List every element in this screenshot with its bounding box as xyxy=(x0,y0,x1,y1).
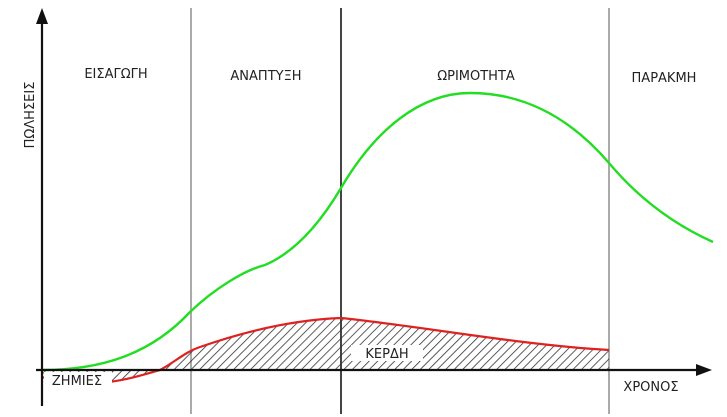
loss-label: ΖΗΜΙΕΣ xyxy=(52,374,102,389)
stage-label-maturity: ΩΡΙΜΟΤΗΤΑ xyxy=(437,69,515,84)
stage-label-introduction: ΕΙΣΑΓΩΓΗ xyxy=(84,67,147,82)
profit-label-bg xyxy=(351,345,423,361)
sales-curve xyxy=(41,91,714,372)
loss-label-bg xyxy=(44,372,112,388)
y-axis-arrow xyxy=(36,8,48,24)
profit-label: ΚΕΡΔΗ xyxy=(365,347,408,362)
x-axis-label: ΧΡΟΝΟΣ xyxy=(623,380,678,395)
y-axis-label: ΠΩΛΗΣΕΙΣ xyxy=(23,82,38,149)
stage-label-growth: ΑΝΑΠΤΥΞΗ xyxy=(230,69,301,84)
profit-area xyxy=(160,318,609,370)
stage-label-decline: ΠΑΡΑΚΜΗ xyxy=(632,71,697,86)
x-axis-arrow xyxy=(696,364,712,376)
